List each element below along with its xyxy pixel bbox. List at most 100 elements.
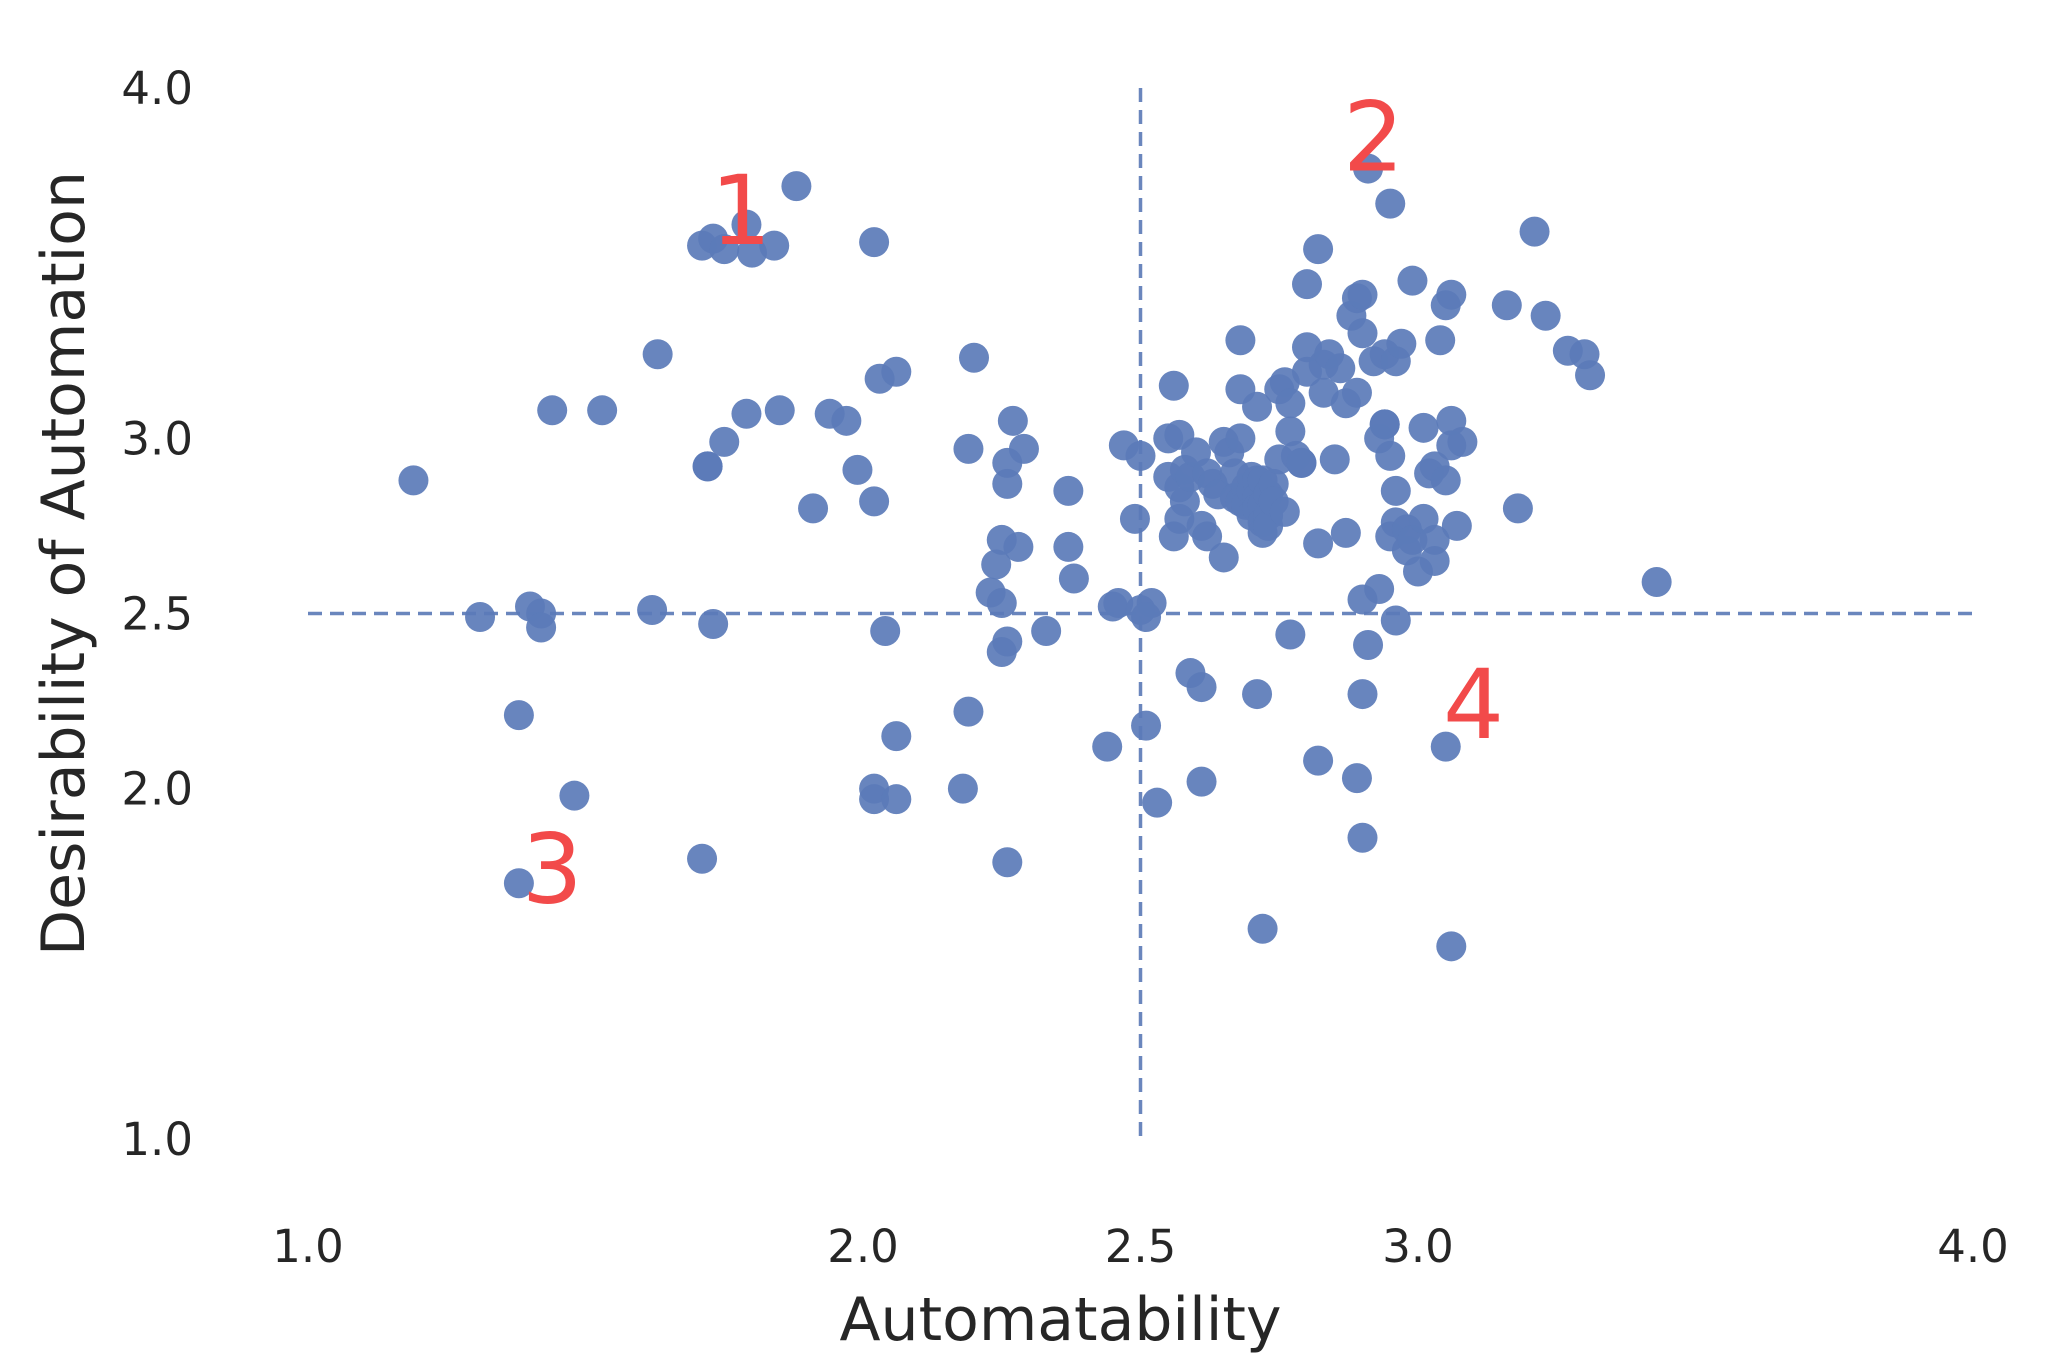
x-axis-ticks: 1.0 2.0 2.5 3.0 4.0 [272, 1220, 2009, 1273]
data-point [881, 356, 912, 387]
data-point [997, 405, 1028, 436]
data-point [831, 405, 862, 436]
quadrant-label: 3 [522, 814, 583, 926]
data-point [1053, 475, 1084, 506]
data-point [1158, 370, 1189, 401]
quadrant-label: 1 [710, 155, 771, 267]
data-point [1519, 216, 1550, 247]
data-point [398, 465, 429, 496]
y-axis-ticks: 1.0 2.0 2.5 3.0 4.0 [121, 62, 193, 1166]
data-point [1380, 475, 1411, 506]
x-tick-label: 2.0 [827, 1220, 899, 1273]
data-point [1425, 325, 1456, 356]
data-point [992, 847, 1023, 878]
data-point [1125, 440, 1156, 471]
data-point [1286, 447, 1317, 478]
data-point [1186, 766, 1217, 797]
data-point [1397, 265, 1428, 296]
y-tick-label: 1.0 [121, 1113, 193, 1166]
data-point [1242, 391, 1273, 422]
data-point [859, 486, 890, 517]
data-point [1325, 353, 1356, 384]
data-point [1419, 545, 1450, 576]
y-tick-label: 2.0 [121, 763, 193, 816]
data-point [981, 549, 1012, 580]
data-point [1347, 679, 1378, 710]
data-point [1353, 630, 1384, 661]
data-point [587, 395, 618, 426]
data-point [759, 230, 790, 261]
x-tick-label: 2.5 [1105, 1220, 1177, 1273]
data-point [1641, 566, 1672, 597]
data-point [1275, 416, 1306, 447]
data-point [1003, 531, 1034, 562]
data-point [1225, 325, 1256, 356]
data-point [986, 587, 1017, 618]
data-point [503, 868, 534, 899]
data-point [1319, 444, 1350, 475]
data-point [1008, 433, 1039, 464]
data-point [1292, 269, 1322, 300]
data-point [1347, 822, 1378, 853]
data-point [1058, 563, 1089, 594]
data-point [731, 209, 762, 240]
data-point [692, 451, 723, 482]
data-point [1408, 412, 1439, 443]
data-point [992, 468, 1023, 499]
x-axis-label: Automatability [840, 1285, 1282, 1355]
data-point [859, 227, 890, 258]
data-point [465, 602, 496, 633]
data-point [1131, 602, 1162, 633]
data-point [1275, 619, 1306, 650]
data-point [1353, 153, 1384, 184]
data-point [503, 700, 534, 731]
quadrant-labels: 1 2 3 4 [522, 81, 1504, 925]
data-point [1430, 731, 1461, 762]
reference-lines [308, 88, 1973, 1139]
quadrant-label: 2 [1343, 81, 1404, 193]
data-point [698, 609, 729, 640]
data-point [1364, 573, 1395, 604]
data-point [947, 773, 978, 804]
data-point [1303, 234, 1334, 265]
y-tick-label: 3.0 [121, 412, 193, 465]
data-point [1502, 493, 1533, 524]
data-point [1131, 710, 1162, 741]
quadrant-label: 4 [1443, 649, 1504, 761]
data-point [1369, 409, 1400, 440]
data-point [1169, 486, 1200, 517]
data-point [1247, 913, 1278, 944]
y-axis-label: Desirability of Automation [29, 171, 99, 956]
data-point [1186, 672, 1217, 703]
data-point [1225, 423, 1256, 454]
data-point [526, 612, 557, 643]
x-tick-label: 3.0 [1382, 1220, 1454, 1273]
data-point [953, 433, 984, 464]
data-point [1375, 440, 1406, 471]
data-point [1269, 496, 1300, 527]
data-point [842, 454, 873, 485]
data-point [1347, 318, 1378, 349]
y-tick-label: 4.0 [121, 62, 193, 115]
data-point [559, 780, 590, 811]
data-point [881, 784, 912, 815]
data-point [1053, 531, 1084, 562]
data-point [959, 342, 989, 373]
data-point [764, 395, 795, 426]
data-point [1386, 328, 1417, 359]
data-point [1436, 931, 1467, 962]
x-tick-label: 1.0 [272, 1220, 344, 1273]
y-tick-label: 2.5 [121, 588, 193, 641]
data-point [1308, 377, 1339, 408]
data-point [1491, 290, 1522, 321]
data-point [642, 339, 673, 370]
data-point [1375, 188, 1406, 219]
data-point [1380, 605, 1411, 636]
data-point [1341, 763, 1372, 794]
data-point [1031, 616, 1062, 647]
data-point [709, 234, 740, 265]
data-point [798, 493, 829, 524]
data-point [1419, 524, 1450, 555]
data-point [1330, 517, 1361, 548]
